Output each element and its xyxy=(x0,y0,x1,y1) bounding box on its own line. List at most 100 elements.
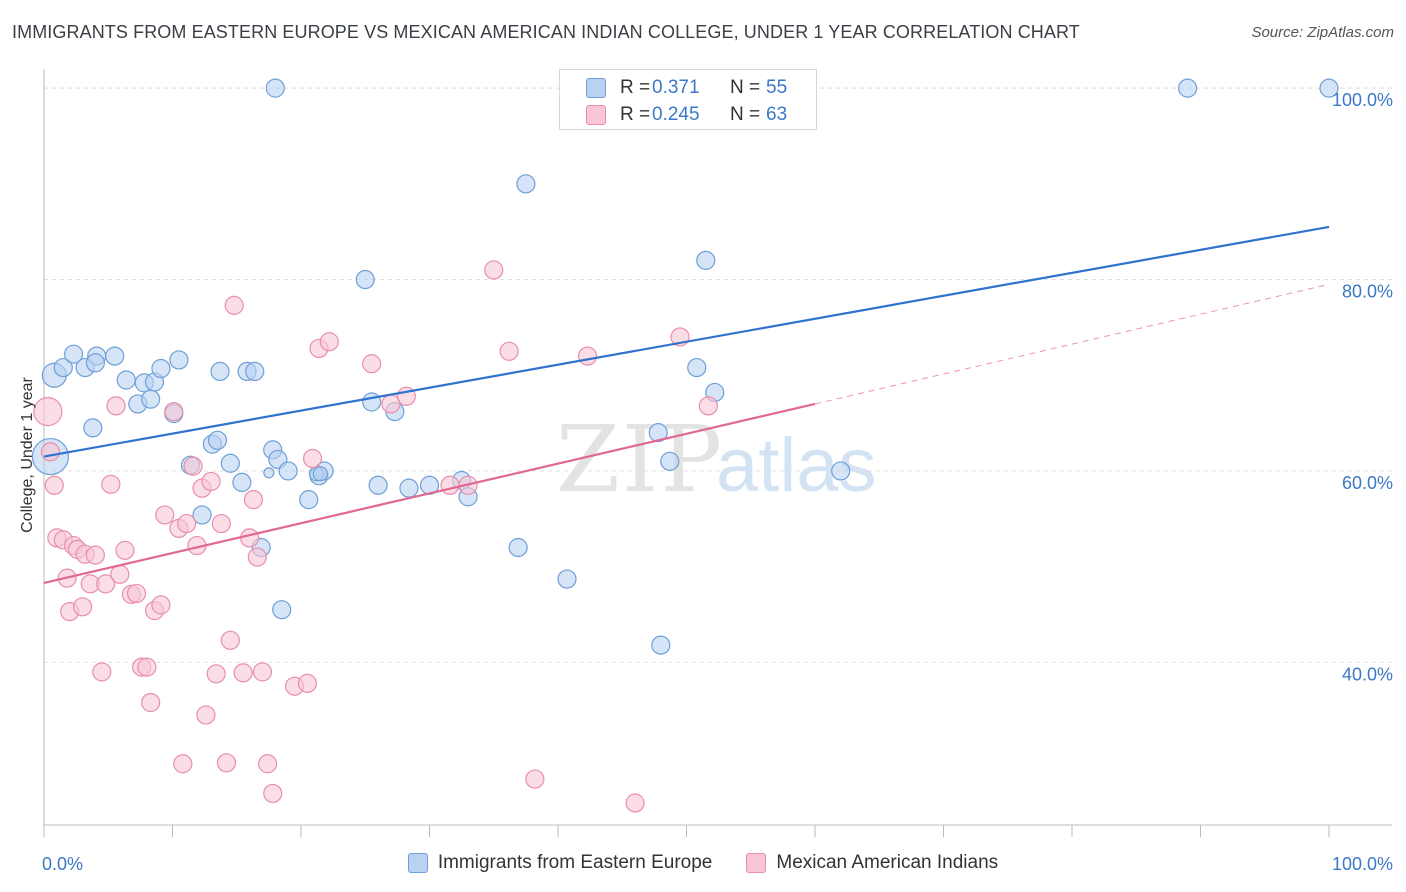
data-point-mexican-american-indians xyxy=(525,769,545,789)
data-point-mexican-american-indians xyxy=(155,505,175,525)
data-point-mexican-american-indians xyxy=(247,547,267,567)
data-point-mexican-american-indians xyxy=(224,295,244,315)
data-point-mexican-american-indians xyxy=(96,574,116,594)
data-point-eastern-europe xyxy=(312,466,328,482)
legend-item-eastern-europe[interactable]: Immigrants from Eastern Europe xyxy=(407,852,713,874)
tick-labels: 100.0% 80.0% 60.0% 40.0% 0.0% 100.0% xyxy=(42,90,1393,874)
data-point-eastern-europe xyxy=(278,461,298,481)
data-point-mexican-american-indians xyxy=(216,753,237,773)
data-point-mexican-american-indians xyxy=(233,663,253,683)
data-point-mexican-american-indians xyxy=(101,474,121,494)
data-point-eastern-europe xyxy=(696,250,716,270)
data-point-eastern-europe xyxy=(272,600,292,620)
data-point-mexican-american-indians xyxy=(302,448,323,469)
n-value-pink: 63 xyxy=(766,104,788,125)
data-point-eastern-europe xyxy=(263,467,275,479)
y-tick-label: 100.0% xyxy=(1332,90,1393,110)
legend-label-eastern-europe: Immigrants from Eastern Europe xyxy=(437,852,713,873)
data-point-mexican-american-indians xyxy=(141,692,161,713)
data-point-eastern-europe xyxy=(220,453,240,473)
data-point-mexican-american-indians xyxy=(263,783,283,804)
data-point-mexican-american-indians xyxy=(362,354,382,374)
source-credit: Source: ZipAtlas.com xyxy=(1251,24,1394,41)
legend-label-mexican-american-indians: Mexican American Indians xyxy=(776,852,999,873)
data-point-mexican-american-indians xyxy=(297,673,318,693)
y-tick-label: 60.0% xyxy=(1342,473,1393,493)
data-point-mexican-american-indians xyxy=(40,442,61,462)
data-point-mexican-american-indians xyxy=(137,657,157,677)
data-point-eastern-europe xyxy=(151,358,171,379)
data-point-eastern-europe xyxy=(831,461,851,481)
data-point-mexican-american-indians xyxy=(625,793,645,813)
n-label: N = xyxy=(730,77,761,98)
data-point-eastern-europe xyxy=(516,174,536,194)
watermark-zip: ZIP xyxy=(556,406,724,513)
data-point-eastern-europe xyxy=(399,478,419,498)
data-point-eastern-europe xyxy=(648,423,668,443)
data-point-mexican-american-indians xyxy=(126,583,147,604)
data-point-eastern-europe xyxy=(53,357,73,378)
data-point-eastern-europe xyxy=(210,361,230,381)
data-point-eastern-europe xyxy=(232,472,252,493)
r-label: R = xyxy=(620,104,651,125)
data-point-mexican-american-indians xyxy=(173,754,193,774)
data-point-eastern-europe xyxy=(355,269,375,290)
watermark-atlas: atlas xyxy=(716,423,877,508)
legend-swatch-pink xyxy=(746,853,767,873)
trend-line-mexican-american-indians xyxy=(43,402,816,584)
legend-item-mexican-american-indians[interactable]: Mexican American Indians xyxy=(746,852,998,874)
trend-line-extension-mexican-american-indians xyxy=(814,283,1330,405)
chart-title: IMMIGRANTS FROM EASTERN EUROPE VS MEXICA… xyxy=(12,22,1080,42)
trend-lines xyxy=(43,225,1330,584)
data-point-eastern-europe xyxy=(557,569,577,589)
data-point-mexican-american-indians xyxy=(85,545,106,565)
stats-swatch-blue xyxy=(586,78,606,98)
data-point-eastern-europe xyxy=(245,361,265,381)
data-point-eastern-europe xyxy=(192,505,212,525)
data-point-mexican-american-indians xyxy=(164,401,184,422)
data-point-eastern-europe xyxy=(85,353,106,373)
data-point-mexican-american-indians xyxy=(440,475,460,495)
y-axis-label: College, Under 1 year xyxy=(19,377,36,533)
data-point-eastern-europe xyxy=(362,392,382,412)
n-label: N = xyxy=(730,104,761,125)
data-point-mexican-american-indians xyxy=(243,490,264,510)
data-point-mexican-american-indians xyxy=(183,456,203,476)
data-point-mexican-american-indians xyxy=(319,332,339,352)
x-tick-label: 0.0% xyxy=(42,854,83,874)
data-point-mexican-american-indians xyxy=(33,396,63,427)
data-point-mexican-american-indians xyxy=(177,513,197,534)
r-value-blue: 0.371 xyxy=(652,77,700,98)
data-point-eastern-europe xyxy=(368,475,388,495)
y-tick-label: 80.0% xyxy=(1342,282,1393,302)
data-point-mexican-american-indians xyxy=(196,705,216,725)
data-point-eastern-europe xyxy=(299,490,319,510)
data-point-eastern-europe xyxy=(508,537,528,558)
data-point-mexican-american-indians xyxy=(72,597,93,617)
data-point-mexican-american-indians xyxy=(115,540,135,560)
x-tick-label: 100.0% xyxy=(1332,854,1393,874)
n-value-blue: 55 xyxy=(766,77,788,98)
data-points xyxy=(31,78,1339,813)
data-point-mexican-american-indians xyxy=(577,346,598,366)
data-point-mexican-american-indians xyxy=(484,260,504,280)
r-value-pink: 0.245 xyxy=(652,104,700,125)
data-point-eastern-europe xyxy=(1319,78,1339,98)
data-point-eastern-europe xyxy=(660,451,680,471)
data-point-mexican-american-indians xyxy=(44,475,64,495)
data-point-eastern-europe xyxy=(83,418,103,438)
data-point-eastern-europe xyxy=(687,357,707,378)
data-point-eastern-europe xyxy=(169,350,189,370)
data-point-mexican-american-indians xyxy=(110,564,130,584)
data-point-eastern-europe xyxy=(141,389,161,409)
data-point-mexican-american-indians xyxy=(106,396,126,416)
data-point-eastern-europe xyxy=(265,78,285,98)
data-point-eastern-europe xyxy=(63,344,84,364)
data-point-mexican-american-indians xyxy=(151,595,171,615)
data-point-mexican-american-indians xyxy=(499,341,519,361)
data-point-eastern-europe xyxy=(651,635,671,655)
data-point-mexican-american-indians xyxy=(240,528,260,548)
data-point-eastern-europe xyxy=(116,370,136,390)
data-point-mexican-american-indians xyxy=(201,471,221,492)
